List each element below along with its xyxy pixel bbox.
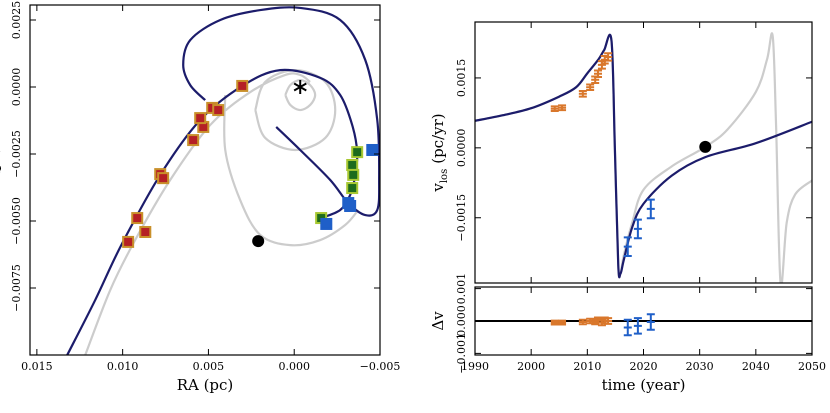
frame bbox=[29, 4, 381, 356]
x-tick-label: 0.015 bbox=[21, 360, 53, 373]
frame bbox=[474, 286, 813, 356]
error-bar bbox=[578, 318, 587, 326]
error-bar bbox=[550, 105, 559, 113]
x-tick-label: 1990 bbox=[461, 360, 489, 373]
dot bbox=[252, 235, 265, 248]
curve bbox=[66, 6, 380, 355]
position-point bbox=[212, 104, 225, 117]
error-bar bbox=[633, 317, 642, 335]
x-tick-label: 0.005 bbox=[193, 360, 225, 373]
y-tick-label: 0.0025 bbox=[10, 1, 23, 40]
y-tick-label: −0.0025 bbox=[10, 130, 23, 178]
position-point bbox=[194, 112, 207, 125]
error-bar bbox=[597, 60, 606, 70]
x-tick-label: −0.005 bbox=[360, 360, 401, 373]
x-tick-label: 2050 bbox=[798, 360, 826, 373]
x-tick-label: 2010 bbox=[573, 360, 601, 373]
y-tick-label: 0.0015 bbox=[455, 59, 468, 98]
y-tick-label: 0.0000 bbox=[455, 129, 468, 168]
curve bbox=[475, 32, 812, 283]
error-bar bbox=[604, 52, 613, 62]
y-tick-label: 0.000 bbox=[455, 305, 468, 337]
position-point bbox=[131, 212, 144, 225]
error-bar bbox=[646, 313, 655, 331]
x-tick-label: 2000 bbox=[517, 360, 545, 373]
position-point bbox=[346, 182, 359, 195]
position-point bbox=[122, 235, 135, 248]
y-label-subscript: los bbox=[439, 169, 450, 183]
x-axis-label: time (year) bbox=[602, 376, 686, 394]
plot-area bbox=[475, 32, 812, 283]
position-point bbox=[139, 225, 152, 238]
y-tick-label: −0.0075 bbox=[10, 264, 23, 312]
y-tick-label: −0.001 bbox=[455, 333, 468, 374]
position-point bbox=[347, 168, 360, 181]
y-axis-label: vlos (pc/yr) bbox=[429, 113, 450, 192]
y-axis-label: dec. (pc) bbox=[0, 147, 2, 213]
x-tick-label: 2040 bbox=[742, 360, 770, 373]
position-point bbox=[236, 79, 249, 92]
x-axis-label: RA (pc) bbox=[177, 376, 234, 394]
position-point bbox=[344, 199, 357, 212]
y-label-symbol: v bbox=[429, 183, 447, 193]
y-axis-label: Δv bbox=[429, 311, 447, 331]
plot-area bbox=[66, 6, 380, 355]
y-tick-label: 0.001 bbox=[455, 273, 468, 305]
x-tick-label: 2020 bbox=[630, 360, 658, 373]
x-tick-label: 0.010 bbox=[107, 360, 139, 373]
error-bar bbox=[558, 319, 567, 326]
error-bar bbox=[594, 69, 603, 78]
error-bar bbox=[558, 104, 567, 112]
error-bar bbox=[604, 317, 613, 325]
position-point bbox=[157, 172, 170, 185]
error-bar bbox=[586, 317, 595, 325]
position-point bbox=[346, 158, 359, 171]
error-bar bbox=[578, 89, 587, 98]
x-tick-label: 2030 bbox=[686, 360, 714, 373]
y-tick-label: −0.0015 bbox=[455, 194, 468, 242]
position-point bbox=[320, 217, 333, 230]
frame bbox=[474, 21, 813, 284]
dot bbox=[699, 140, 712, 153]
position-point bbox=[366, 143, 379, 156]
error-bar bbox=[633, 218, 642, 240]
y-tick-label: 0.0000 bbox=[10, 68, 23, 107]
x-tick-label: 0.000 bbox=[278, 360, 310, 373]
position-point bbox=[187, 134, 200, 147]
plot-area bbox=[475, 313, 812, 337]
star-marker bbox=[293, 80, 307, 95]
error-bar bbox=[586, 83, 595, 92]
error-bar bbox=[623, 236, 632, 257]
y-label-unit: (pc/yr) bbox=[429, 113, 447, 163]
error-bar bbox=[623, 318, 632, 337]
error-bar bbox=[646, 198, 655, 220]
position-point bbox=[351, 146, 364, 159]
curve bbox=[475, 33, 812, 279]
y-tick-label: −0.0050 bbox=[10, 197, 23, 245]
error-bar bbox=[550, 319, 559, 326]
